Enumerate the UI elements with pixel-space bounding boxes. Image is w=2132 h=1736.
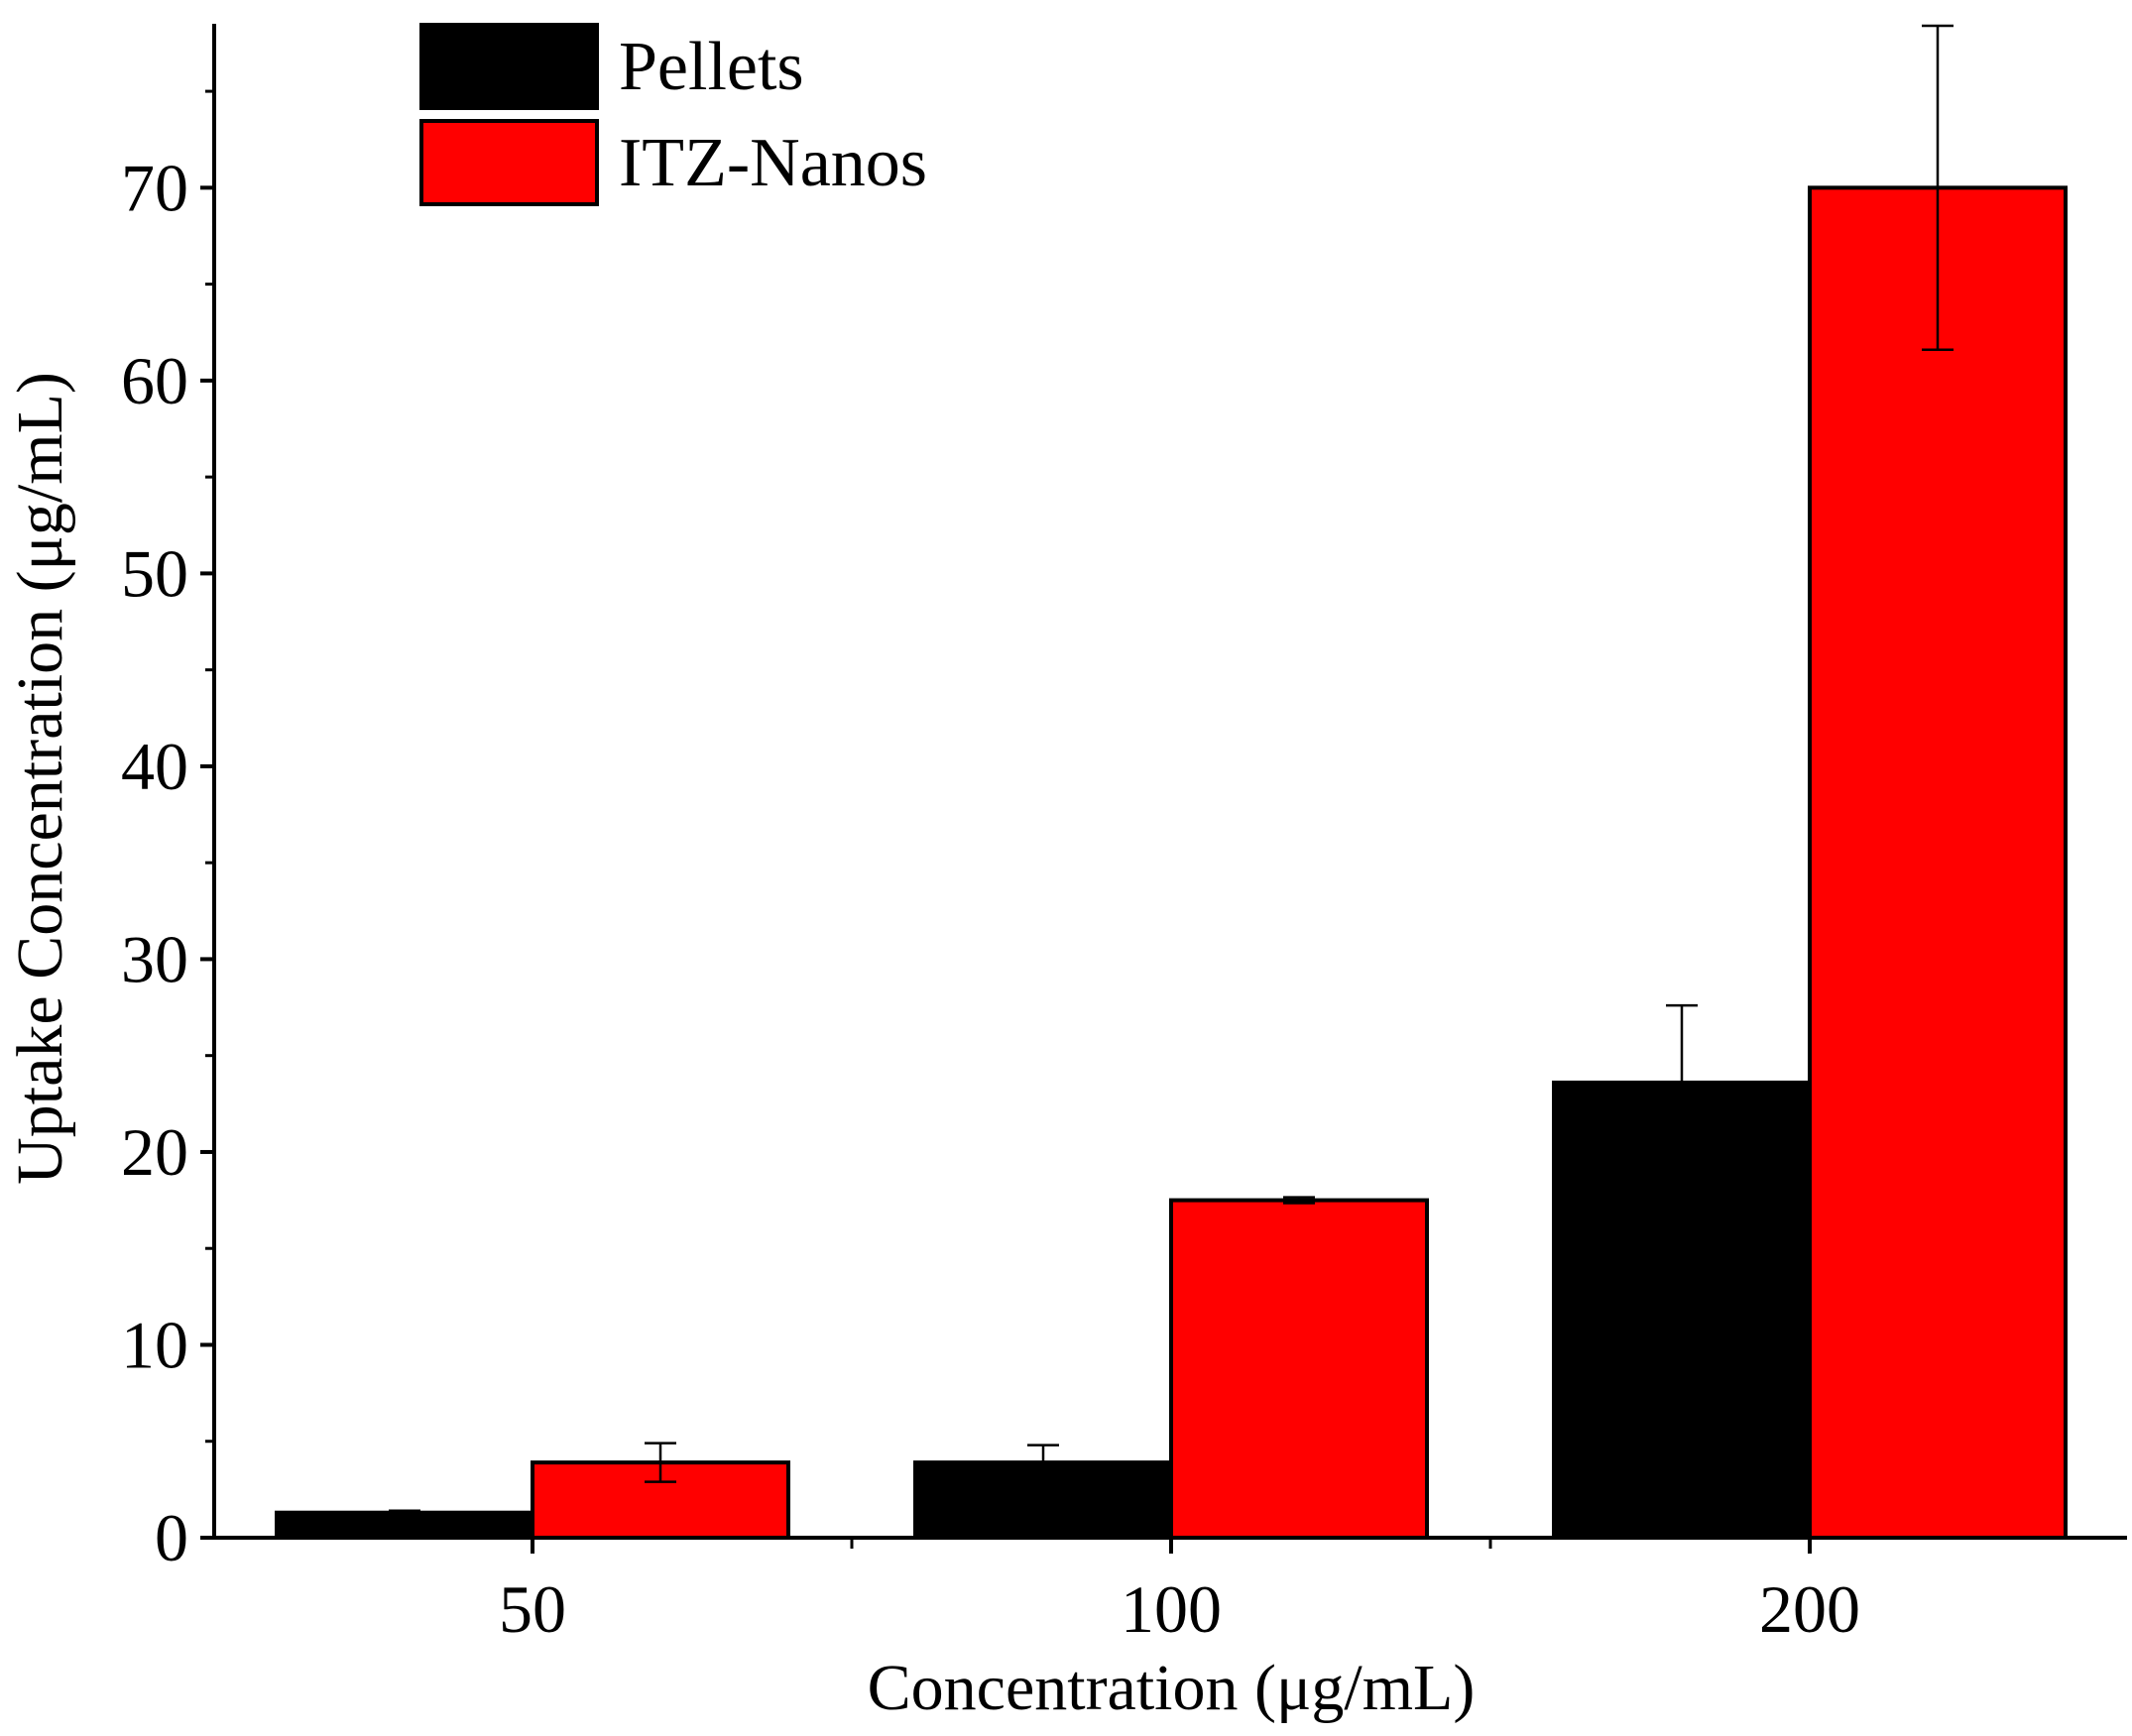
y-tick-label-50: 50 bbox=[121, 535, 188, 611]
x-axis-title: Concentration (μg/mL) bbox=[868, 1652, 1476, 1724]
bar-itz-nanos-100 bbox=[1169, 1198, 1429, 1540]
error-bar-pellets-100 bbox=[1027, 1444, 1059, 1481]
legend-swatch-itz-nanos bbox=[419, 119, 599, 206]
error-bars-layer bbox=[389, 24, 1954, 1516]
bars-layer bbox=[275, 185, 2068, 1541]
y-tick-label-40: 40 bbox=[121, 729, 188, 804]
error-bar-pellets-200 bbox=[1666, 1003, 1698, 1161]
error-bar-pellets-50 bbox=[389, 1509, 420, 1516]
y-tick-label-0: 0 bbox=[155, 1500, 188, 1575]
y-axis-title: Uptake Concentration (μg/mL) bbox=[4, 372, 76, 1185]
legend: Pellets ITZ-Nanos bbox=[419, 23, 927, 206]
y-tick-label-20: 20 bbox=[121, 1114, 188, 1190]
legend-label-itz-nanos: ITZ-Nanos bbox=[619, 125, 927, 201]
y-tick-label-10: 10 bbox=[121, 1307, 188, 1382]
error-bar-itz-nanos-50 bbox=[645, 1442, 676, 1483]
axes-layer: 0 10 20 30 40 50 60 70 50 100 200 bbox=[121, 24, 2127, 1647]
legend-swatch-pellets bbox=[419, 23, 599, 110]
x-tick-label-100: 100 bbox=[1121, 1571, 1222, 1647]
y-tick-label-30: 30 bbox=[121, 921, 188, 996]
legend-label-pellets: Pellets bbox=[619, 29, 804, 105]
y-tick-label-60: 60 bbox=[121, 343, 188, 418]
x-tick-label-50: 50 bbox=[499, 1571, 566, 1647]
bar-pellets-50 bbox=[275, 1510, 534, 1541]
y-tick-label-70: 70 bbox=[121, 150, 188, 225]
error-bar-itz-nanos-200 bbox=[1922, 24, 1954, 351]
bar-itz-nanos-200 bbox=[1808, 185, 2068, 1540]
x-tick-label-200: 200 bbox=[1759, 1571, 1860, 1647]
error-bar-itz-nanos-100 bbox=[1283, 1196, 1315, 1205]
